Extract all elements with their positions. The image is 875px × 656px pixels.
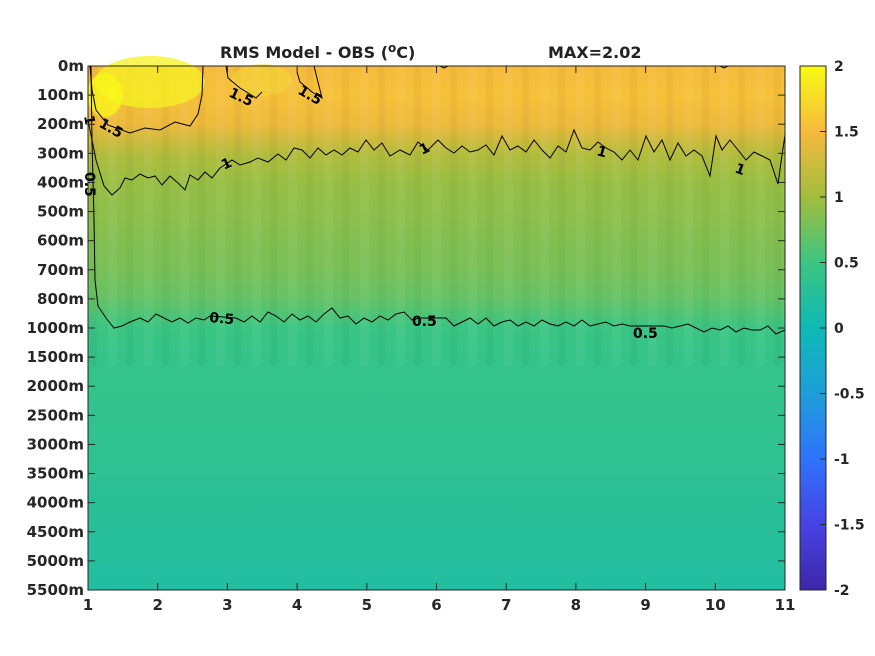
- colorbar-tick-label: 1: [834, 190, 844, 206]
- y-tick-label: 5500m: [27, 581, 84, 599]
- y-tick-label: 700m: [37, 261, 84, 279]
- heatmap-field: [87, 56, 785, 590]
- contour-label-0.5-b: 0.5: [209, 310, 235, 328]
- contour-label-1-a: 1: [80, 114, 97, 126]
- y-tick-label: 200m: [37, 115, 84, 133]
- x-tick-label: 1: [83, 596, 93, 614]
- y-tick-label: 3000m: [27, 435, 84, 453]
- max-value-label: MAX=2.02: [548, 43, 642, 62]
- contour-1.5-small: [439, 65, 449, 69]
- colorbar-tick-label: -1: [834, 452, 850, 468]
- y-tick-label: 1500m: [27, 348, 84, 366]
- y-tick-label: 2500m: [27, 406, 84, 424]
- colorbar-tick-label: 0: [834, 321, 844, 337]
- x-axis: 1 2 3 4 5 6 7 8 9 10 11: [83, 66, 796, 614]
- contour-1.5-small2: [719, 65, 729, 69]
- x-tick-label: 9: [640, 596, 650, 614]
- y-tick-label: 800m: [37, 290, 84, 308]
- contour-lines: [87, 65, 786, 335]
- x-tick-label: 8: [571, 596, 581, 614]
- contour-label-0.5-c: 0.5: [412, 314, 437, 330]
- contour-1.5-mid: [225, 65, 263, 99]
- hot-spot-3: [232, 64, 292, 96]
- chart-title: RMS Model - OBS (oC): [220, 41, 415, 62]
- colorbar-tick-label: -1.5: [834, 518, 865, 534]
- contour-label-0.5-d: 0.5: [633, 326, 658, 342]
- colorbar-tick-label: -2: [834, 583, 850, 599]
- y-tick-label: 3500m: [27, 465, 84, 483]
- contour-1.5-left: [89, 65, 204, 134]
- colorbar-tick-label: -0.5: [834, 387, 865, 403]
- y-tick-label: 2000m: [27, 377, 84, 395]
- contour-label-0.5-a: 0.5: [81, 172, 97, 197]
- x-tick-label: 2: [152, 596, 162, 614]
- y-axis: 0m 100m 200m 300m 400m 500m 600m 700m 800m 1000m 1…: [27, 57, 785, 599]
- colorbar-tick-label: 1.5: [834, 125, 859, 141]
- y-tick-label: 1000m: [27, 319, 84, 337]
- y-tick-label: 4000m: [27, 494, 84, 512]
- x-tick-label: 10: [705, 596, 726, 614]
- x-tick-label: 5: [362, 596, 372, 614]
- contour-0.5: [90, 65, 786, 335]
- colorbar-tick-label: 0.5: [834, 256, 859, 272]
- x-tick-label: 3: [222, 596, 232, 614]
- y-tick-label: 5000m: [27, 552, 84, 570]
- y-tick-label: 600m: [37, 232, 84, 250]
- x-tick-label: 7: [501, 596, 511, 614]
- y-tick-label: 400m: [37, 173, 84, 191]
- y-tick-label: 0m: [58, 57, 84, 75]
- x-tick-label: 6: [431, 596, 441, 614]
- contour-1: [87, 119, 786, 196]
- y-tick-label: 500m: [37, 203, 84, 221]
- contour-1.5-right: [296, 65, 323, 100]
- x-tick-label: 11: [775, 596, 796, 614]
- colorbar-ticks: 2 1.5 1 0.5 0 -0.5 -1 -1.5 -2: [820, 59, 865, 599]
- contour-label-1-d: 1: [595, 143, 609, 161]
- y-tick-label: 100m: [37, 86, 84, 104]
- colorbar-tick-label: 2: [834, 59, 844, 75]
- heatmap-texture: [88, 66, 785, 366]
- y-tick-label: 300m: [37, 144, 84, 162]
- x-tick-label: 4: [292, 596, 302, 614]
- hot-spot-2: [87, 73, 123, 117]
- y-tick-label: 4500m: [27, 523, 84, 541]
